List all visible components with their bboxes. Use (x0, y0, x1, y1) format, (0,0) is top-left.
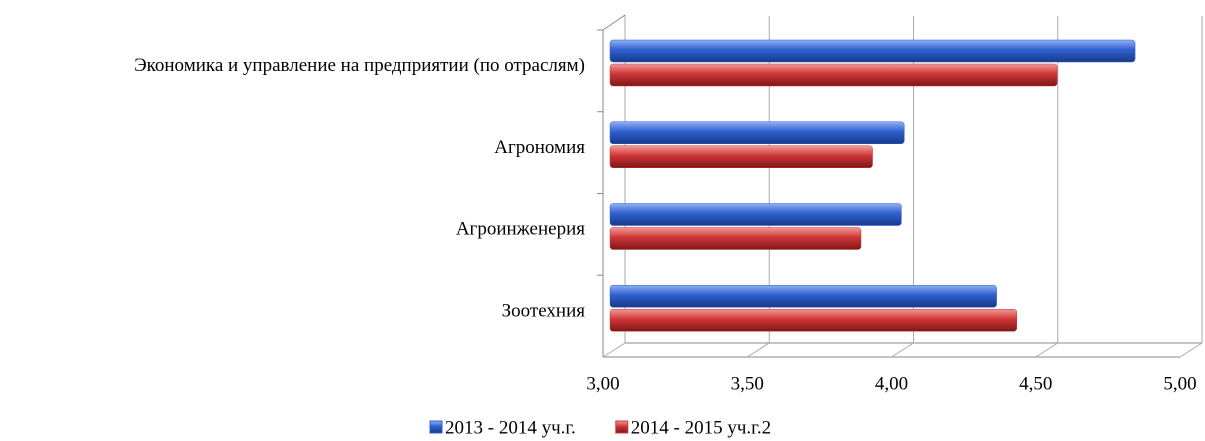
bar (609, 39, 1136, 63)
bar (609, 121, 905, 144)
x-tick-label: 4,00 (875, 373, 908, 394)
y-tick-label: Агроинженерия (456, 219, 585, 240)
x-tick-label: 3,50 (731, 373, 764, 394)
x-tick-label: 4,50 (1019, 373, 1052, 394)
grid-line (891, 342, 914, 358)
x-tick-label: 5,00 (1163, 373, 1196, 394)
grid-line (1035, 342, 1059, 358)
legend-label: 2013 - 2014 уч.г. (445, 417, 576, 438)
y-tick-label: Агрономия (494, 137, 585, 158)
y-tick-label: Экономика и управление на предприятии (п… (134, 55, 585, 76)
axis-line (602, 14, 626, 31)
x-tick-label: 3,00 (586, 373, 619, 394)
grid-line (602, 342, 626, 358)
bar (609, 285, 997, 308)
bar (609, 203, 902, 226)
bar (609, 227, 862, 250)
bar (609, 145, 873, 168)
legend-swatch (615, 420, 629, 434)
legend-swatch (429, 420, 443, 434)
legend-label: 2014 - 2015 уч.г.2 (631, 417, 771, 438)
grid-line (746, 342, 770, 358)
grid-line (1179, 342, 1203, 358)
y-tick-label: Зоотехния (502, 300, 586, 321)
bar (609, 63, 1058, 87)
bar (609, 309, 1018, 332)
